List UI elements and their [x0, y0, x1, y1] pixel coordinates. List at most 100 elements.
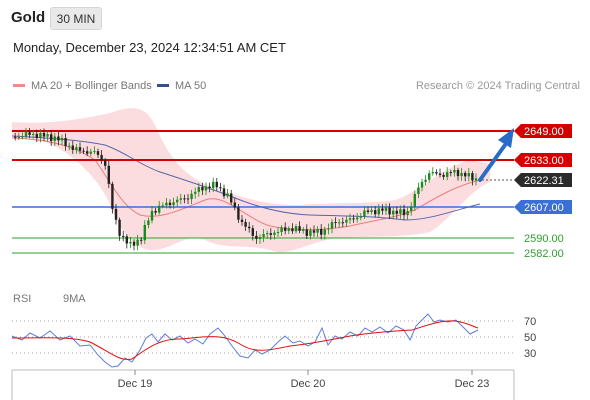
rsi-ma-line: [11, 320, 479, 361]
candle-bearish: [284, 227, 287, 231]
candle-bearish: [255, 235, 258, 239]
candle-bullish: [460, 172, 463, 177]
candle-bearish: [320, 228, 323, 235]
candle-bullish: [428, 173, 431, 180]
candle-bullish: [172, 202, 175, 206]
candle-bearish: [42, 132, 46, 137]
candle-bullish: [176, 199, 179, 203]
forecast-arrow-shaft: [478, 143, 507, 182]
candle-bearish: [104, 160, 107, 166]
candle-bearish: [449, 172, 452, 174]
resistance-1-tag: 2633.00: [514, 153, 572, 167]
x-label-dec20: Dec 20: [291, 378, 326, 390]
candle-bullish: [309, 230, 312, 236]
candle-bearish: [388, 207, 391, 215]
candle-bullish: [161, 205, 164, 207]
candle-bearish: [132, 241, 136, 246]
forecast-arrow-head: [498, 128, 514, 148]
ma20-label: MA 20 + Bollinger Bands: [31, 80, 152, 92]
candle-bullish: [302, 229, 305, 231]
candle-bearish: [96, 151, 100, 155]
rsi-label: RSI: [13, 293, 32, 305]
candle-bullish: [363, 210, 366, 217]
candle-bearish: [122, 235, 125, 237]
candle-bullish: [266, 233, 269, 235]
candle-bullish: [226, 193, 229, 197]
candle-bullish: [384, 207, 388, 211]
candle-bearish: [442, 174, 445, 177]
x-label-dec19: Dec 19: [118, 378, 153, 390]
candle-bearish: [215, 181, 218, 188]
current-price-value: 2622.31: [524, 175, 564, 187]
candle-bullish: [129, 241, 132, 244]
candle-bullish: [204, 186, 208, 191]
candle-bullish: [39, 132, 42, 139]
candle-bullish: [474, 178, 478, 181]
candle-bullish: [316, 228, 319, 233]
candle-bullish: [143, 224, 146, 241]
rsi-70-label: 70: [524, 316, 536, 328]
candle-bearish: [381, 208, 384, 211]
candle-bullish: [446, 172, 449, 177]
legend-ma50: MA 50: [157, 80, 206, 92]
resistance-2-tag: 2649.00: [514, 124, 572, 138]
candle-bullish: [212, 181, 215, 189]
candle-bearish: [291, 228, 294, 232]
candle-bearish: [334, 222, 337, 224]
candle-bullish: [158, 205, 161, 213]
candle-bearish: [269, 233, 272, 235]
candle-bullish: [21, 136, 24, 138]
candle-bullish: [262, 234, 265, 238]
candle-bearish: [352, 218, 355, 220]
candlestick-series: [14, 127, 478, 251]
candle-bullish: [327, 228, 330, 230]
resistance-1-value: 2633.00: [524, 155, 564, 167]
candle-bullish: [345, 219, 348, 223]
candle-bearish: [107, 165, 110, 184]
candle-bearish: [186, 198, 190, 200]
rsi-50-label: 50: [524, 332, 536, 344]
candle-bearish: [366, 210, 370, 213]
support-2-value: 2582.00: [524, 248, 564, 260]
candle-bearish: [402, 209, 406, 216]
candle-bearish: [78, 147, 82, 151]
candle-bullish: [417, 187, 420, 195]
candle-bullish: [399, 209, 402, 214]
rsi-ma-label: 9MA: [63, 293, 86, 305]
candle-bullish: [24, 132, 28, 137]
candle-bearish: [86, 151, 89, 154]
candle-bullish: [46, 134, 49, 137]
timeframe-button[interactable]: 30 MIN: [50, 7, 102, 30]
rsi-30-label: 30: [524, 348, 536, 360]
candle-bearish: [244, 221, 247, 227]
candle-bearish: [464, 172, 467, 177]
candle-bearish: [341, 222, 344, 224]
candle-bearish: [100, 154, 103, 161]
candle-bullish: [431, 172, 434, 174]
candle-bearish: [222, 188, 226, 197]
candle-bearish: [435, 172, 438, 174]
candle-bullish: [258, 237, 262, 239]
candle-bearish: [230, 193, 233, 203]
candle-bearish: [50, 134, 53, 141]
chart-header: Gold 30 MIN: [0, 0, 590, 38]
candle-bullish: [453, 169, 456, 173]
candle-bullish: [147, 220, 150, 225]
bollinger-band: [12, 108, 490, 253]
candle-bullish: [17, 136, 20, 138]
candle-bullish: [53, 136, 56, 141]
candle-bearish: [374, 210, 377, 215]
support-1-value: 2590.00: [524, 233, 564, 245]
candle-bearish: [305, 229, 308, 236]
candle-bearish: [251, 228, 254, 236]
candle-bullish: [60, 138, 64, 141]
candle-bullish: [377, 208, 380, 215]
candle-bullish: [179, 198, 182, 200]
candle-bullish: [424, 179, 427, 182]
candle-bearish: [28, 132, 31, 135]
candle-bullish: [348, 218, 352, 220]
candle-bearish: [64, 138, 67, 147]
candle-bullish: [294, 226, 298, 232]
candle-bullish: [370, 210, 373, 213]
